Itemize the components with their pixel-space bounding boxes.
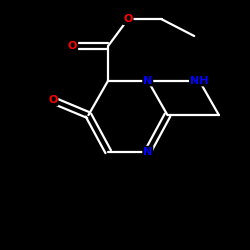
Text: O: O	[48, 95, 58, 105]
Text: O: O	[68, 41, 77, 51]
Text: O: O	[123, 14, 133, 24]
Text: NH: NH	[190, 76, 208, 86]
Text: N: N	[143, 147, 152, 157]
Text: N: N	[143, 76, 152, 86]
